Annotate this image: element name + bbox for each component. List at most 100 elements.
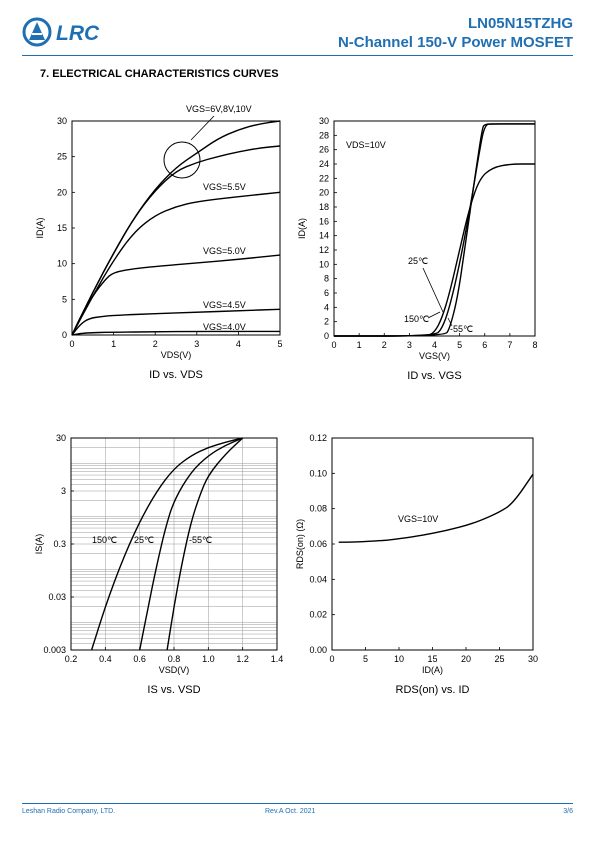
- y-tick-label: 20: [319, 188, 329, 198]
- chart-c4: 0 5 10 15 20 25 30 0.00 0.02 0.04 0.06 0.08 0.10 0.12…: [295, 433, 538, 696]
- annotation-label: -55℃: [450, 324, 473, 334]
- y-tick-label: 14: [319, 231, 329, 241]
- highlight-circle: [163, 141, 201, 179]
- series-line: [71, 254, 281, 336]
- series-line: [338, 473, 534, 543]
- y-tick-label: 8: [324, 274, 329, 284]
- y-tick-label: 30: [56, 433, 66, 443]
- x-tick-label: 4: [432, 340, 437, 350]
- x-tick-label: 0: [331, 340, 336, 350]
- x-tick-label: 0.4: [99, 654, 112, 664]
- series-line: [166, 437, 244, 651]
- y-tick-label: 0.03: [48, 592, 66, 602]
- y-axis-label: RDS(on) (Ω): [295, 519, 305, 569]
- annotation-label: VGS=4.5V: [203, 300, 246, 310]
- x-tick-label: 20: [461, 654, 471, 664]
- footer-company: Leshan Radio Company, LTD.: [22, 808, 116, 815]
- y-tick-label: 0.02: [309, 610, 327, 620]
- y-tick-label: 30: [319, 116, 329, 126]
- x-tick-label: 3: [194, 339, 199, 349]
- annotation-label: 25℃: [134, 535, 154, 545]
- y-tick-label: 10: [57, 259, 67, 269]
- annotation-label: 150℃: [404, 314, 429, 324]
- annotation-pointer: [190, 115, 215, 141]
- y-tick-label: 24: [319, 159, 329, 169]
- chart-title: ID vs. VDS: [149, 369, 203, 381]
- x-tick-label: 1: [111, 339, 116, 349]
- plot-frame: [331, 437, 534, 651]
- y-tick-label: 2: [324, 317, 329, 327]
- annotation-label: VGS=5.5V: [203, 182, 246, 192]
- part-number: LN05N15TZHG: [467, 15, 573, 32]
- y-tick-label: 0.00: [309, 645, 327, 655]
- series-line: [71, 120, 281, 336]
- y-axis-label: IS(A): [34, 534, 44, 555]
- chart-title: IS vs. VSD: [147, 684, 200, 696]
- annotation-label: VGS=6V,8V,10V: [186, 104, 252, 114]
- x-tick-label: 1.4: [271, 654, 284, 664]
- x-tick-label: 8: [532, 340, 537, 350]
- annotation-label: VDS=10V: [346, 140, 386, 150]
- y-tick-label: 0.003: [43, 645, 66, 655]
- footer-divider: [22, 803, 573, 804]
- footer-page: 3/6: [563, 808, 573, 815]
- section-title: 7. ELECTRICAL CHARACTERISTICS CURVES: [40, 68, 279, 80]
- annotation-label: 25℃: [408, 256, 428, 266]
- series-line: [71, 145, 281, 336]
- y-tick-label: 18: [319, 202, 329, 212]
- footer-revision: Rev.A Oct. 2021: [265, 808, 316, 815]
- document-subtitle: N-Channel 150-V Power MOSFET: [337, 34, 573, 51]
- x-tick-label: 1: [357, 340, 362, 350]
- y-tick-label: 0: [324, 331, 329, 341]
- series-line: [71, 308, 281, 336]
- x-tick-label: 0.8: [168, 654, 181, 664]
- x-tick-label: 15: [427, 654, 437, 664]
- x-tick-label: 0.2: [65, 654, 78, 664]
- series-line: [71, 330, 280, 336]
- y-axis-label: ID(A): [297, 218, 307, 239]
- y-tick-label: 10: [319, 259, 329, 269]
- chart-title: RDS(on) vs. ID: [396, 684, 470, 696]
- y-tick-label: 20: [57, 187, 67, 197]
- x-axis-label: VSD(V): [159, 665, 190, 675]
- x-tick-label: 5: [363, 654, 368, 664]
- y-tick-label: 0.04: [309, 574, 327, 584]
- x-tick-label: 0: [329, 654, 334, 664]
- x-tick-label: 10: [394, 654, 404, 664]
- logo-text: LRC: [56, 22, 100, 45]
- series-line: [139, 437, 243, 651]
- y-tick-label: 0.08: [309, 504, 327, 514]
- annotation-pointer: [447, 317, 453, 327]
- x-axis-label: ID(A): [422, 665, 443, 675]
- x-tick-label: 2: [382, 340, 387, 350]
- x-axis-label: VGS(V): [419, 351, 450, 361]
- x-tick-label: 1.0: [202, 654, 215, 664]
- x-tick-label: 3: [407, 340, 412, 350]
- y-tick-label: 0.10: [309, 468, 327, 478]
- x-tick-label: 25: [494, 654, 504, 664]
- x-tick-label: 0: [69, 339, 74, 349]
- y-tick-label: 0: [62, 330, 67, 340]
- x-tick-label: 1.2: [236, 654, 249, 664]
- series-line: [71, 191, 281, 336]
- chart-title: ID vs. VGS: [407, 370, 461, 382]
- document-header: LN05N15TZHG N-Channel 150-V Power MOSFET: [338, 14, 573, 52]
- annotation-label: -55℃: [189, 535, 212, 545]
- y-tick-label: 0.12: [309, 433, 327, 443]
- series-line: [334, 163, 535, 337]
- annotation-label: 150℃: [92, 535, 117, 545]
- y-tick-label: 16: [319, 216, 329, 226]
- x-tick-label: 30: [528, 654, 538, 664]
- series-line: [334, 123, 535, 337]
- plot-frame: [71, 120, 281, 336]
- x-tick-label: 7: [507, 340, 512, 350]
- y-tick-label: 12: [319, 245, 329, 255]
- chart-c1: 0 1 2 3 4 5 0 5 10 15 20 25 30 VDS(V) ID(A) ID vs. VDS V…: [35, 104, 283, 381]
- annotation-label: VGS=10V: [398, 514, 438, 524]
- x-tick-label: 5: [277, 339, 282, 349]
- chart-c2: 0 1 2 3 4 5 6 7 8024681012141618202224262830VGS(…: [297, 116, 538, 382]
- y-tick-label: 25: [57, 152, 67, 162]
- annotation-label: VGS=4.0V: [203, 322, 246, 332]
- annotation-pointer: [427, 311, 441, 319]
